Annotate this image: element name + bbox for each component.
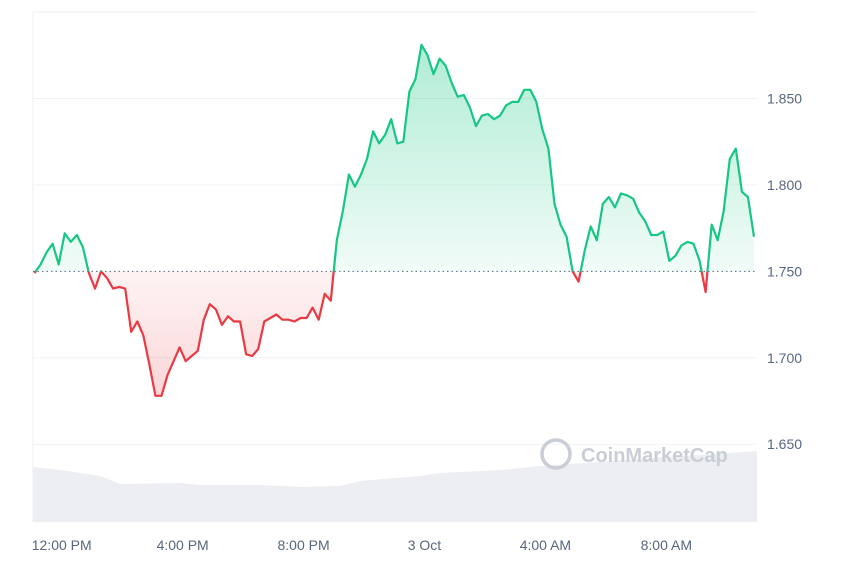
volume-area (33, 451, 757, 522)
watermark-logo (540, 438, 572, 470)
marks (33, 43, 757, 397)
y-tick-label: 1.750 (767, 263, 802, 279)
x-tick-label: 4:00 AM (520, 537, 571, 553)
y-tick-label: 1.700 (767, 350, 802, 366)
price-line (33, 43, 756, 397)
watermark-text: CoinMarketCap (581, 445, 728, 467)
x-tick-label: 12:00 PM (32, 537, 92, 553)
x-tick-label: 4:00 PM (157, 537, 209, 553)
y-tick-label: 1.800 (767, 177, 802, 193)
price-area (34, 44, 754, 396)
y-tick-label: 1.650 (767, 436, 802, 452)
watermark: CoinMarketCap (540, 438, 728, 470)
y-tick-label: 1.850 (767, 90, 802, 106)
x-tick-label: 8:00 PM (277, 537, 329, 553)
x-tick-label: 8:00 AM (641, 537, 692, 553)
x-tick-label: 3 Oct (408, 537, 442, 553)
